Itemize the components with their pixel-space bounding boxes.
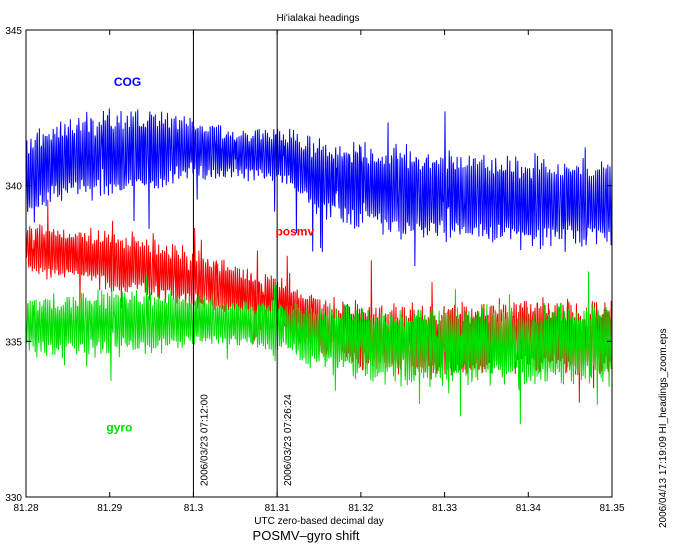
- x-tick-label: 81.3: [184, 503, 204, 514]
- side-note: 2006/04/13 17:19:09 HI_headings_zoom.eps: [658, 328, 669, 528]
- series-label-layer: COG posmv gyro: [106, 75, 314, 435]
- plot-frame: [25, 29, 613, 498]
- tick-layer: 81.28 81.29 81.3 81.31 81.32 81.33 81.34 81.35 3…: [5, 26, 625, 514]
- vertical-marker-label-1: 2006/03/23 07:12:00: [199, 394, 210, 486]
- vertical-marker-label-2: 2006/03/23 07:26:24: [283, 394, 294, 486]
- series-label-posmv: posmv: [275, 224, 314, 238]
- y-tick-label: 340: [5, 182, 22, 193]
- x-axis-label: UTC zero-based decimal day: [254, 516, 384, 527]
- marker-layer: 2006/03/23 07:12:00 2006/03/23 07:26:24: [192, 30, 294, 497]
- series-line-COG: [25, 108, 613, 267]
- chart-title: Hi'ialakai headings: [276, 13, 359, 24]
- series-label-COG: COG: [114, 75, 141, 89]
- x-tick-label: 81.31: [265, 503, 290, 514]
- y-tick-label: 335: [5, 337, 22, 348]
- x-tick-label: 81.34: [516, 503, 541, 514]
- series-line-gyro: [25, 271, 613, 424]
- series-layer: [25, 108, 613, 424]
- x-tick-label: 81.32: [348, 503, 373, 514]
- x-tick-label: 81.28: [13, 503, 38, 514]
- x-tick-label: 81.33: [432, 503, 457, 514]
- x-tick-label: 81.29: [97, 503, 122, 514]
- x-tick-label: 81.35: [599, 503, 624, 514]
- y-tick-label: 330: [5, 493, 22, 504]
- series-label-gyro: gyro: [106, 421, 132, 435]
- caption: POSMV–gyro shift: [253, 528, 360, 543]
- y-tick-label: 345: [5, 26, 22, 37]
